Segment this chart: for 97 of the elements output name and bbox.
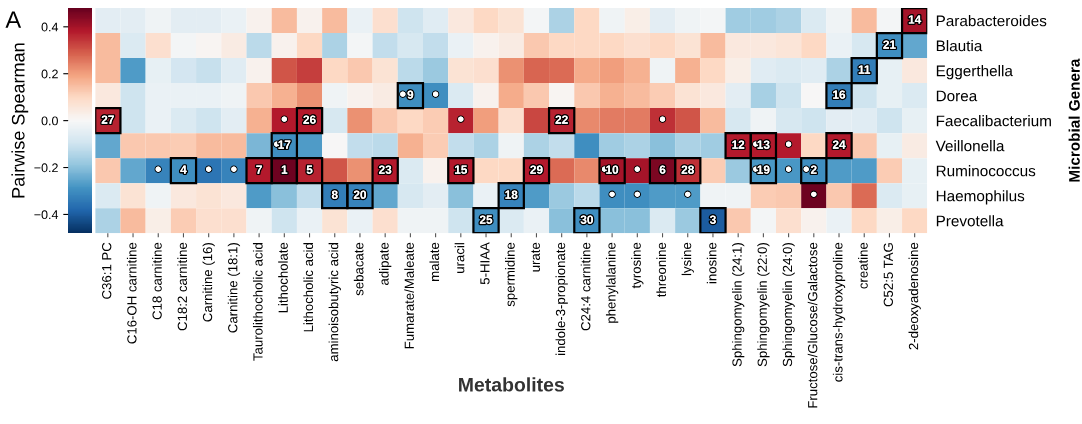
x-tick-label: C18 carnitine bbox=[152, 242, 162, 320]
data-label: • bbox=[785, 166, 792, 172]
annotation: 13 bbox=[757, 140, 770, 149]
color-bar-label: 0.4 bbox=[41, 22, 59, 32]
annotation: 7 bbox=[256, 165, 262, 174]
annotation: 27 bbox=[101, 115, 114, 124]
annotation: 12 bbox=[732, 140, 745, 149]
x-tick-label: cis-trans-hydroxyproline bbox=[832, 242, 846, 382]
annotation: 2 bbox=[810, 165, 817, 174]
annotation: 21 bbox=[883, 40, 896, 49]
data-label: • bbox=[432, 91, 439, 97]
x-tick-label: adipate bbox=[379, 242, 392, 285]
annotation: 10 bbox=[606, 165, 619, 174]
x-tick-label: sebacate bbox=[353, 242, 364, 296]
x-tick-label: malate bbox=[429, 242, 440, 281]
y-tick-label: Dorea bbox=[936, 90, 978, 102]
x-tick-label: Carnitine (18:1) bbox=[227, 243, 241, 333]
data-label: • bbox=[803, 166, 809, 172]
annotation: 4 bbox=[180, 165, 187, 174]
color-bar-label: 0.0 bbox=[41, 116, 58, 126]
annotation: 17 bbox=[278, 140, 291, 149]
x-tick-label: Fructose/Glucose/Galactose bbox=[807, 242, 818, 408]
y-tick-label: Haemophilus bbox=[936, 190, 1025, 205]
x-tick-label: indole-3-propionate bbox=[555, 242, 568, 356]
data-label: • bbox=[785, 141, 792, 147]
data-label: • bbox=[659, 116, 666, 122]
data-label: • bbox=[206, 166, 212, 172]
x-tick-label: tyrosine bbox=[631, 242, 644, 289]
annotation: 30 bbox=[580, 215, 593, 224]
x-tick-label: C36:1 PC bbox=[102, 242, 112, 299]
x-tick-label: C16-OH carnitine bbox=[126, 242, 137, 344]
x-tick-label: uracil bbox=[454, 243, 465, 273]
color-bar-label: −0.2 bbox=[34, 163, 58, 173]
x-tick-label: spermidine bbox=[505, 242, 518, 307]
y-tick-label: Veillonella bbox=[935, 140, 1005, 152]
y-tick-label: Blautia bbox=[936, 40, 983, 52]
x-tick-label: C52:5 TAG bbox=[883, 243, 893, 307]
annotation: 11 bbox=[858, 65, 871, 74]
x-tick-label: urate bbox=[531, 242, 540, 272]
data-label: • bbox=[811, 191, 817, 197]
x-tick-label: Sphingomyelin (22:0) bbox=[757, 243, 770, 367]
color-bar-title: Pairwise Spearman bbox=[11, 43, 29, 198]
annotation: 19 bbox=[757, 165, 770, 174]
annotation: 26 bbox=[303, 115, 316, 124]
x-tick-label: 2-deoxyadenosine bbox=[908, 242, 921, 350]
annotation: 5 bbox=[306, 165, 313, 174]
annotation: 22 bbox=[555, 115, 568, 124]
y-tick-label: Prevotella bbox=[936, 215, 1004, 227]
x-tick-label: lysine bbox=[681, 242, 694, 276]
data-label: • bbox=[634, 166, 640, 172]
y-tick-label: Parabacteroides bbox=[936, 15, 1047, 27]
color-bar-label: 0.2 bbox=[41, 69, 58, 79]
y-axis-title: Microbial Genera bbox=[1068, 58, 1080, 182]
x-tick-label: Taurolithocholic acid bbox=[252, 243, 263, 361]
x-tick-label: 5-HIAA bbox=[480, 242, 490, 285]
x-tick-label: C18:2 carnitine bbox=[177, 242, 188, 331]
data-label: • bbox=[609, 191, 615, 197]
annotation: 16 bbox=[833, 90, 846, 99]
x-tick-label: creatine bbox=[858, 242, 868, 289]
y-tick-label: Faecalibacterium bbox=[936, 115, 1051, 127]
data-label: • bbox=[155, 166, 161, 172]
x-tick-label: Fumarate/Maleate bbox=[404, 242, 414, 349]
data-label: • bbox=[634, 191, 640, 197]
annotation: 6 bbox=[659, 165, 666, 174]
annotation: 18 bbox=[505, 190, 518, 199]
x-tick-label: phenylalanine bbox=[605, 242, 619, 323]
annotation: 8 bbox=[331, 190, 338, 199]
chart-title: A bbox=[5, 11, 22, 28]
annotation: 15 bbox=[455, 165, 468, 174]
annotation: 25 bbox=[479, 215, 493, 224]
annotation: 20 bbox=[353, 190, 367, 199]
y-tick-label: Eggerthella bbox=[936, 65, 1013, 80]
x-tick-label: Lithocholic acid bbox=[303, 243, 314, 332]
x-tick-label: C24:4 carnitine bbox=[580, 242, 591, 331]
annotation: 9 bbox=[407, 90, 414, 99]
data-label: • bbox=[685, 191, 691, 197]
x-axis-title: Metabolites bbox=[459, 377, 564, 392]
y-tick-label: Ruminococcus bbox=[936, 165, 1036, 177]
annotation: 24 bbox=[832, 140, 846, 149]
annotation: 3 bbox=[709, 215, 716, 224]
x-tick-label: threonine bbox=[656, 242, 667, 298]
annotation: 23 bbox=[379, 165, 392, 174]
x-tick-label: aminoisobutyric acid bbox=[328, 243, 341, 362]
data-label: • bbox=[231, 166, 237, 172]
data-label: • bbox=[458, 116, 464, 122]
data-label: • bbox=[400, 91, 406, 97]
annotation: 14 bbox=[908, 15, 922, 24]
x-tick-label: Lithocholate bbox=[278, 242, 288, 313]
x-tick-label: Sphingomyelin (24:1) bbox=[732, 243, 745, 367]
annotation: 1 bbox=[281, 165, 288, 174]
annotation: 29 bbox=[530, 165, 543, 174]
x-tick-label: inosine bbox=[706, 242, 717, 284]
color-bar-label: −0.4 bbox=[34, 210, 59, 220]
annotation: 28 bbox=[681, 165, 694, 174]
data-label: • bbox=[281, 116, 287, 122]
x-tick-label: Carnitine (16) bbox=[202, 243, 215, 322]
x-tick-label: Sphingomyelin (24:0) bbox=[782, 243, 795, 367]
